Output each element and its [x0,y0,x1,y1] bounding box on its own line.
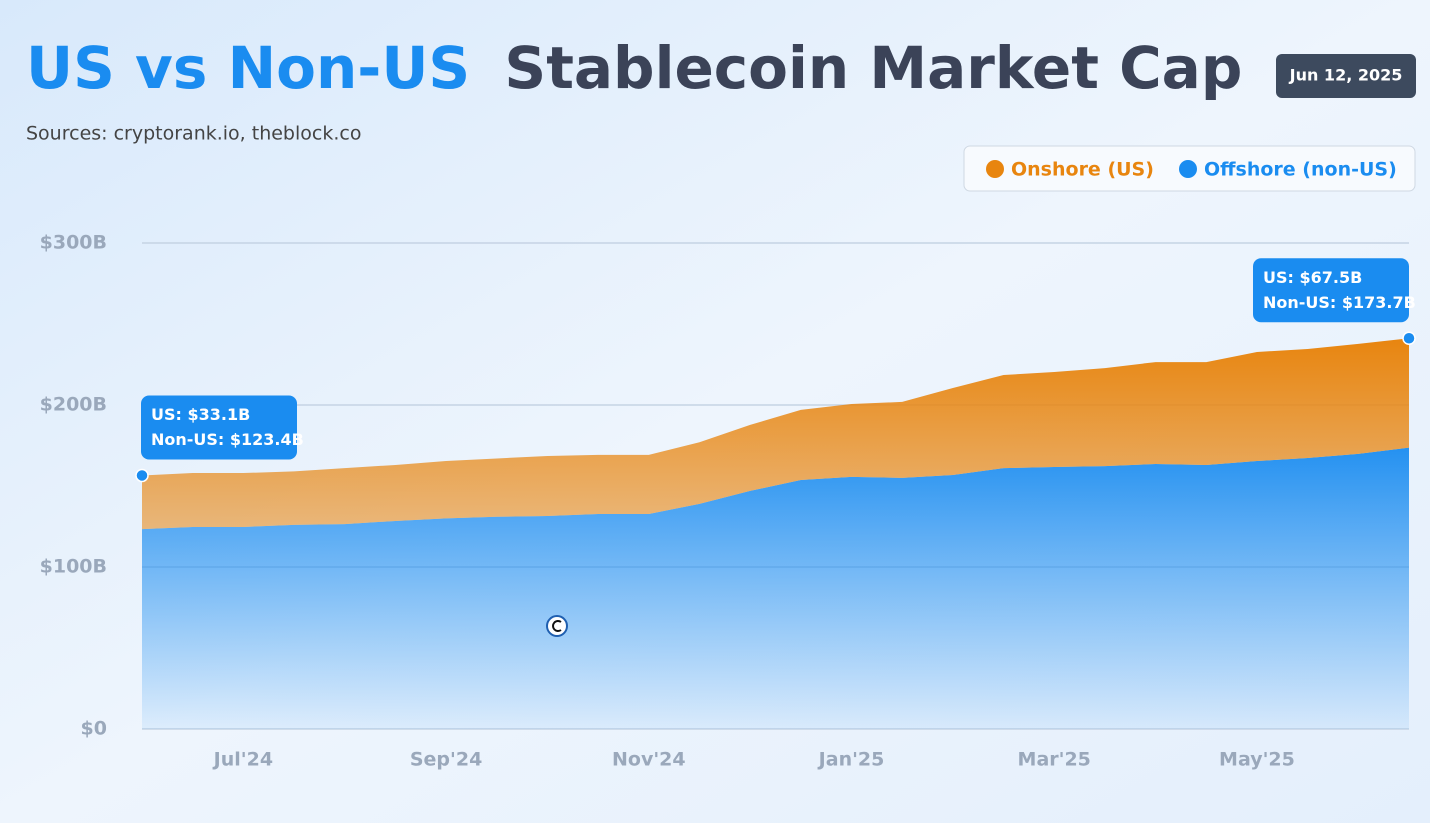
y-tick-label: $300B [40,232,107,254]
x-tick-label: Sep'24 [410,749,482,771]
x-tick-label: Jul'24 [212,749,273,771]
watermark [546,615,568,637]
annotation-text: US: $33.1B [151,405,250,424]
y-tick-label: $200B [40,394,107,416]
x-tick-label: Jan'25 [817,749,885,771]
x-tick-label: May'25 [1219,749,1295,771]
title-rest: Stablecoin Market Cap [504,34,1242,102]
annotation-box [141,395,297,460]
annotation-text: Non-US: $123.4B [151,430,304,449]
annotation-text: US: $67.5B [1263,268,1362,287]
x-tick-label: Nov'24 [612,749,686,771]
annotation-box [1253,258,1409,323]
date: Jun 12, 2025 [1289,66,1403,85]
legend-label: Offshore (non-US) [1204,159,1397,181]
chart-title: US vs Non-US Stablecoin Market Cap [26,34,1242,102]
y-tick-label: $100B [40,556,107,578]
logo-mark [552,620,562,632]
annotation-text: Non-US: $173.7B [1263,293,1416,312]
area [142,338,1409,530]
y-tick-label: $0 [81,718,107,740]
area [142,447,1409,729]
subtitle: Sources: cryptorank.io, theblock.co [26,123,361,145]
x-tick-label: Mar'25 [1018,749,1091,771]
title-highlight: US vs Non-US [26,34,470,102]
logo [546,615,568,637]
end-point [1402,331,1416,346]
date-badge [1276,54,1416,98]
legend-swatch [986,160,1004,178]
legend-label: Onshore (US) [1011,159,1154,181]
legend-swatch [1179,160,1197,178]
end-point [135,468,149,483]
